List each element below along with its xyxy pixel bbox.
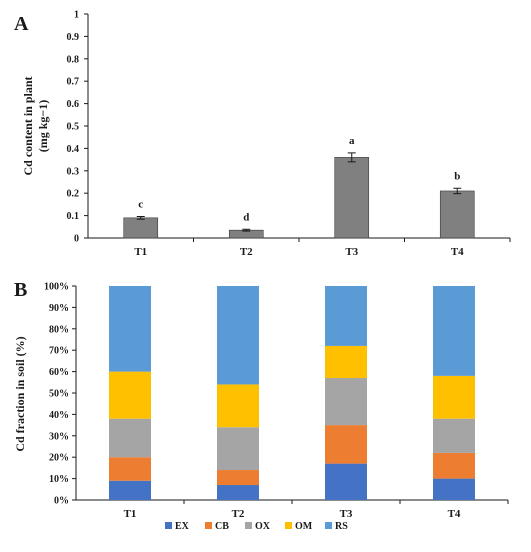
legend-item-ex: EX: [165, 521, 190, 532]
panel-a-y-tick-label: 0.8: [67, 54, 80, 65]
panel-b-segment-ex-t2: [217, 485, 259, 500]
panel-b-segment-rs-t3: [325, 286, 367, 346]
legend-label: EX: [175, 521, 190, 532]
panel-b-y-tick-label: 80%: [49, 324, 69, 335]
panel-b-y-tick-label: 60%: [49, 367, 69, 378]
panel-b-segment-cb-t2: [217, 470, 259, 486]
panel-b-segment-ex-t1: [109, 480, 151, 500]
legend-label: RS: [335, 521, 348, 532]
panel-b-y-tick-label: 50%: [49, 389, 69, 400]
legend-item-cb: CB: [205, 521, 229, 532]
panel-a-significance-label: b: [454, 170, 460, 182]
legend-label: OX: [255, 521, 271, 532]
panel-a-axes: 0 0.1 0.2 0.3 0.4 0.5 0.6 0.7 0.8 0.9 1: [67, 10, 511, 245]
panel-b-y-tick-label: 70%: [49, 346, 69, 357]
panel-b-y-tick-label: 90%: [49, 303, 69, 314]
panel-a-significance-label: d: [243, 211, 249, 223]
panel-a-category-label: T3: [345, 246, 358, 258]
panel-a: A Cd content in plant (mg kg−1) 00.10.20…: [14, 10, 511, 258]
panel-b-segment-om-t4: [433, 375, 475, 419]
panel-b-segment-rs-t4: [433, 286, 475, 376]
panel-a-bar-t4: [439, 190, 475, 239]
panel-a-y-tick-label: 0.7: [67, 77, 80, 88]
panel-b-segment-ox-t1: [109, 418, 151, 458]
panel-a-y-tick-label: 0.2: [67, 189, 80, 200]
panel-b-label: B: [14, 279, 27, 301]
legend-swatch: [325, 522, 332, 529]
panel-b-y-tick-label: 10%: [49, 474, 69, 485]
panel-a-y-axis-label: Cd content in plant (mg kg−1): [21, 76, 50, 175]
panel-a-y-tick-label: 0.3: [67, 166, 80, 177]
legend-label: CB: [215, 521, 229, 532]
panel-a-label: A: [14, 13, 29, 35]
legend-item-ox: OX: [245, 521, 271, 532]
panel-b-y-tick-label: 0%: [54, 496, 69, 507]
panel-b-segment-rs-t1: [109, 286, 151, 372]
panel-b-y-tick-label: 30%: [49, 431, 69, 442]
panel-b-segment-om-t1: [109, 371, 151, 419]
panel-a-bars: c T1 d T2 a T3 b T4: [123, 135, 475, 258]
panel-b-y-tick-label: 100%: [44, 282, 69, 293]
panel-b-axes: 0% 10% 20% 30% 40% 50% 60% 70% 80% 90% 100%: [44, 282, 509, 507]
legend-item-rs: RS: [325, 521, 348, 532]
panel-a-y-tick-label: 0: [74, 234, 79, 245]
panel-b-segment-ex-t3: [325, 463, 367, 500]
panel-b-y-axis-label: Cd fraction in soil (%): [13, 336, 27, 451]
panel-b-category-label: T3: [340, 508, 353, 520]
panel-a-y-tick-label: 0.9: [67, 32, 80, 43]
legend-swatch: [205, 522, 212, 529]
panel-a-bar-t1: [123, 217, 159, 239]
legend-swatch: [165, 522, 172, 529]
panel-b-segment-om-t2: [217, 384, 259, 428]
legend-swatch: [285, 522, 292, 529]
panel-b-segment-ox-t3: [325, 378, 367, 426]
panel-a-y-tick-label: 0.5: [67, 122, 80, 133]
panel-a-bar-t3: [334, 157, 370, 239]
panel-b-bars: T1 T2 T3 T4: [109, 286, 475, 520]
panel-b-segment-ox-t4: [433, 418, 475, 453]
panel-b-legend: EX CB OX OM RS: [165, 521, 348, 532]
panel-b-y-tick-label: 40%: [49, 410, 69, 421]
panel-a-y-tick-label: 0.1: [67, 211, 80, 222]
panel-a-significance-label: c: [138, 198, 143, 210]
panel-b-segment-rs-t2: [217, 286, 259, 385]
panel-b-category-label: T4: [448, 508, 461, 520]
panel-b-segment-ox-t2: [217, 427, 259, 471]
panel-a-category-label: T2: [240, 246, 253, 258]
panel-a-y-axis-label-line2: (mg kg−1): [36, 100, 50, 153]
panel-b-y-tick-label: 20%: [49, 453, 69, 464]
panel-b-segment-om-t3: [325, 345, 367, 379]
legend-item-om: OM: [285, 521, 313, 532]
panel-b-segment-cb-t4: [433, 452, 475, 479]
panel-a-y-axis-label-line1: Cd content in plant: [21, 76, 35, 175]
panel-b-category-label: T1: [124, 508, 137, 520]
panel-b-segment-cb-t1: [109, 457, 151, 481]
panel-a-category-label: T1: [134, 246, 147, 258]
panel-b: B Cd fraction in soil (%) 0% 10% 20% 30% 40%…: [13, 279, 509, 532]
panel-a-significance-label: a: [349, 135, 355, 147]
panel-b-segment-ex-t4: [433, 478, 475, 500]
panel-a-y-tick-label: 0.4: [67, 144, 80, 155]
panel-a-y-tick-label: 1: [74, 10, 79, 21]
panel-a-y-tick-label: 0.6: [67, 99, 80, 110]
panel-b-category-label: T2: [232, 508, 245, 520]
legend-label: OM: [295, 521, 313, 532]
panel-a-category-label: T4: [451, 246, 464, 258]
legend-swatch: [245, 522, 252, 529]
panel-b-segment-cb-t3: [325, 425, 367, 464]
